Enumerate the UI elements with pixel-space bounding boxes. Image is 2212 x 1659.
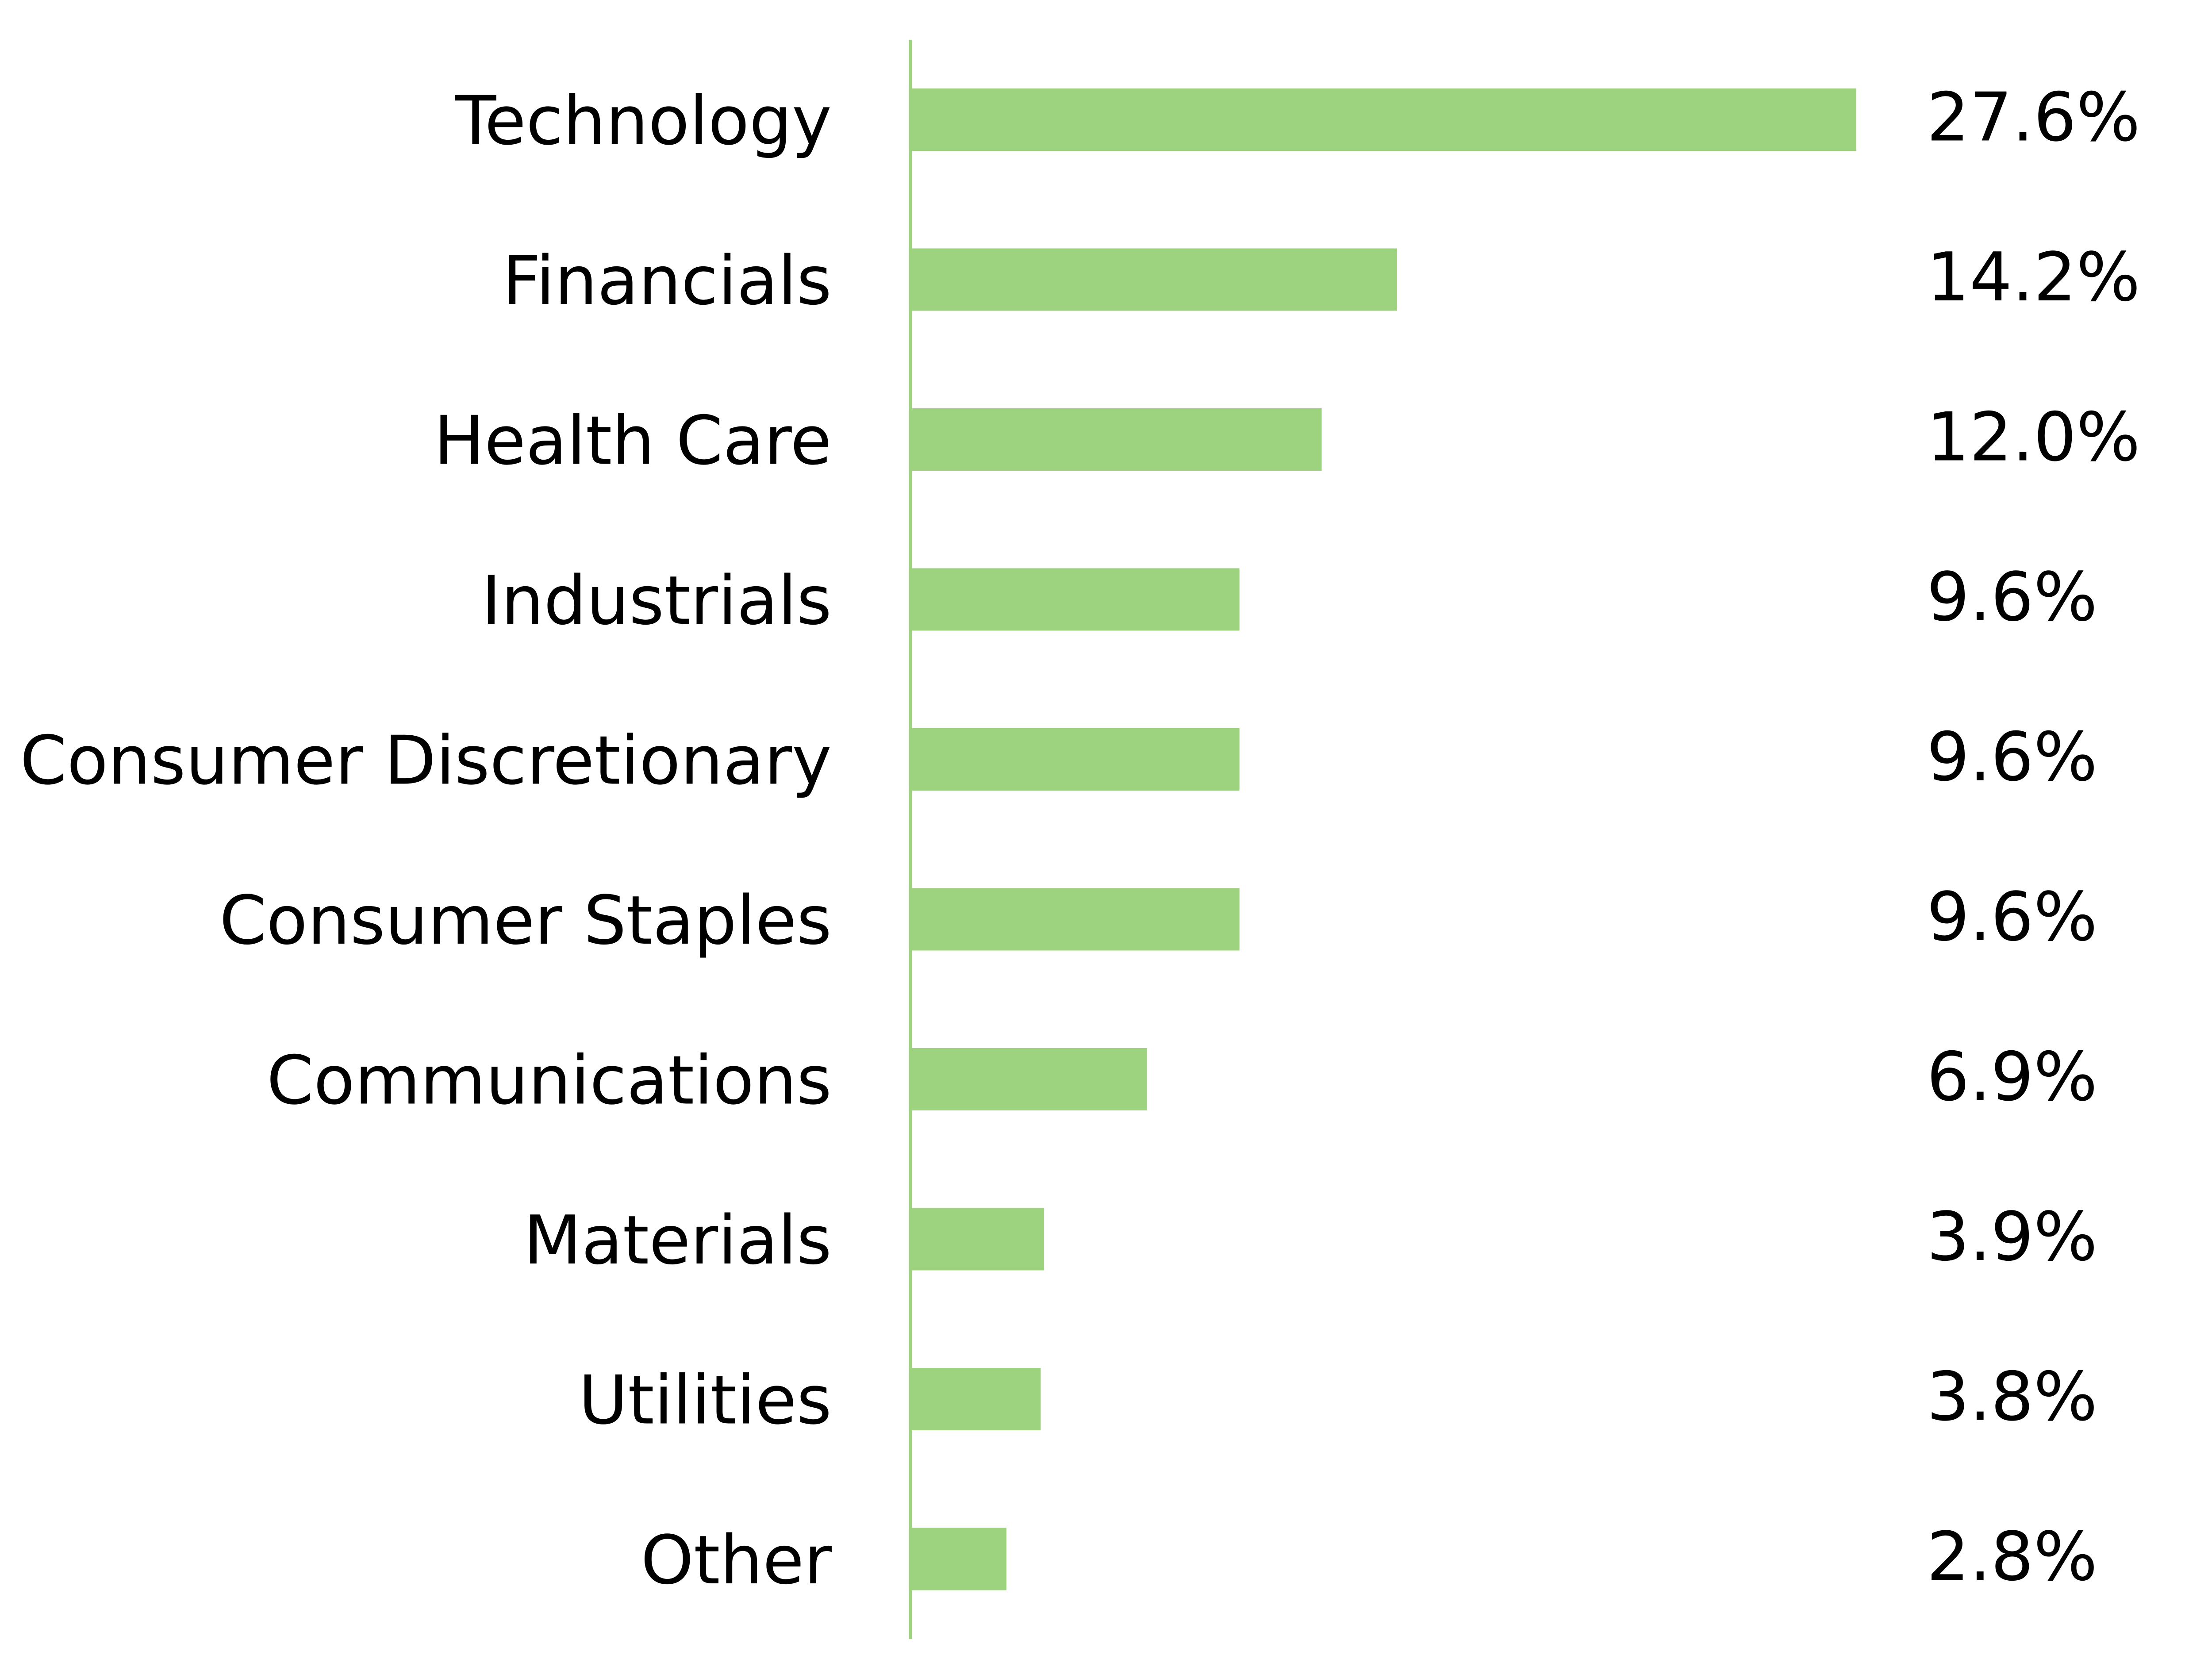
bars-group bbox=[911, 88, 1856, 1590]
category-label: Financials bbox=[502, 242, 832, 320]
value-label: 14.2% bbox=[1927, 238, 2140, 316]
bar-industrials bbox=[911, 568, 1240, 631]
bar-health-care bbox=[911, 408, 1322, 471]
category-label: Other bbox=[641, 1521, 832, 1599]
category-label: Communications bbox=[267, 1041, 832, 1120]
category-label: Technology bbox=[455, 82, 832, 160]
bar-consumer-discretionary bbox=[911, 728, 1240, 791]
category-label: Consumer Staples bbox=[219, 881, 832, 960]
value-labels-group: 27.6% 14.2% 12.0% 9.6% 9.6% 9.6% 6.9% 3.9% 3.8% 2… bbox=[1927, 78, 2140, 1596]
value-label: 9.6% bbox=[1927, 718, 2097, 796]
bar-utilities bbox=[911, 1368, 1041, 1430]
category-labels-group: Technology Financials Health Care Industria… bbox=[20, 82, 832, 1600]
category-label: Utilities bbox=[579, 1361, 832, 1440]
category-label: Materials bbox=[523, 1201, 832, 1279]
bar-communications bbox=[911, 1048, 1147, 1110]
bar-financials bbox=[911, 248, 1397, 311]
category-label: Health Care bbox=[434, 402, 832, 480]
value-label: 3.9% bbox=[1927, 1198, 2097, 1276]
value-label: 6.9% bbox=[1927, 1038, 2097, 1116]
value-label: 9.6% bbox=[1927, 878, 2097, 956]
category-label: Consumer Discretionary bbox=[20, 722, 832, 800]
bar-technology bbox=[911, 88, 1856, 151]
bar-other bbox=[911, 1528, 1006, 1590]
value-label: 9.6% bbox=[1927, 558, 2097, 636]
value-label: 27.6% bbox=[1927, 78, 2140, 157]
category-label: Industrials bbox=[481, 561, 832, 640]
value-label: 12.0% bbox=[1927, 398, 2140, 476]
value-label: 2.8% bbox=[1927, 1517, 2097, 1596]
bar-consumer-staples bbox=[911, 888, 1240, 951]
bar-materials bbox=[911, 1208, 1045, 1271]
value-label: 3.8% bbox=[1927, 1358, 2097, 1436]
